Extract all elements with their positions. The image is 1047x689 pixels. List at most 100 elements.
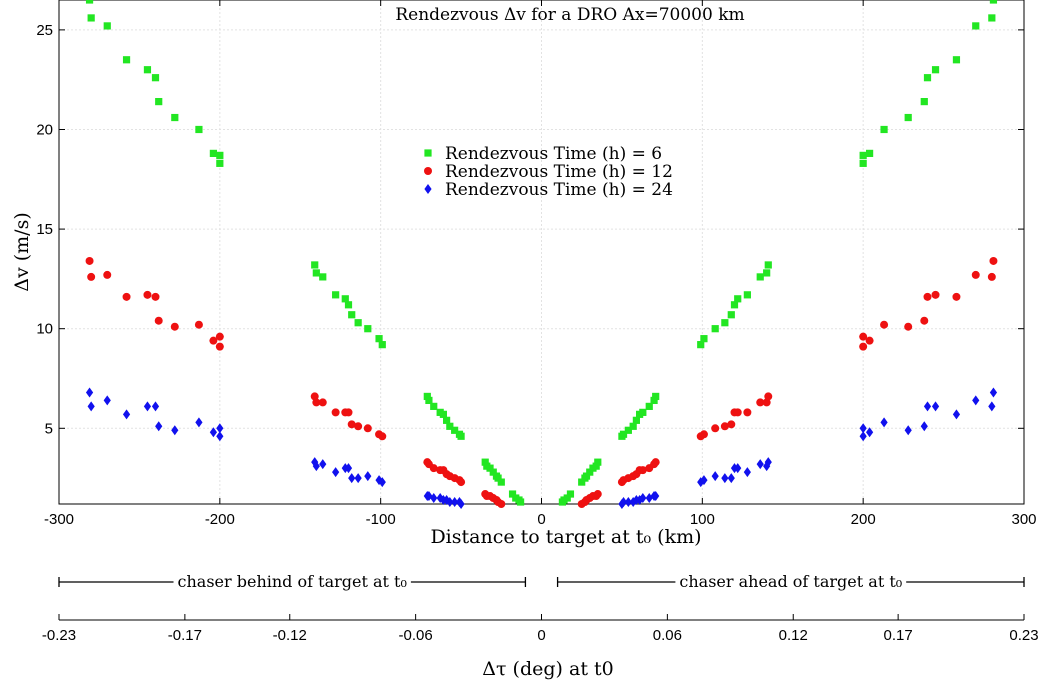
data-point [87, 272, 96, 281]
secondary-tick-label: 0.06 [653, 627, 682, 644]
chart-title: Rendezvous Δv for a DRO Ax=70000 km [395, 5, 744, 25]
data-point [481, 458, 489, 466]
data-point [989, 256, 998, 265]
data-point [700, 475, 708, 486]
data-point [594, 458, 602, 466]
data-point [194, 320, 203, 329]
x-tick-label: 100 [690, 511, 715, 528]
data-point [311, 457, 319, 468]
data-point [734, 295, 742, 303]
data-point [195, 125, 203, 134]
data-point [486, 464, 494, 472]
data-point [151, 292, 160, 301]
data-point [457, 478, 466, 487]
data-point [216, 431, 224, 442]
data-point [578, 478, 586, 486]
data-point [619, 430, 628, 438]
data-point [700, 335, 708, 343]
data-point [972, 395, 980, 406]
data-point [931, 66, 940, 74]
data-point [743, 408, 752, 417]
data-point [920, 421, 928, 432]
secondary-tick-label: -0.23 [42, 627, 76, 644]
data-point [764, 457, 772, 468]
data-point [319, 459, 327, 470]
data-point [727, 473, 735, 484]
y-axis-ticks: 5 10 15 20 25 [36, 22, 1024, 437]
data-point [880, 417, 888, 428]
data-point [216, 159, 224, 167]
data-point [354, 473, 362, 484]
data-point [312, 269, 320, 277]
data-point [423, 392, 431, 401]
data-point [923, 292, 932, 301]
data-point [378, 432, 387, 441]
data-point [216, 151, 224, 159]
data-point [764, 261, 772, 269]
series-3 [85, 387, 998, 509]
x-tick-label: 300 [1011, 511, 1036, 528]
data-marks [85, 0, 998, 509]
data-point [987, 272, 996, 281]
secondary-tick-label: -0.06 [399, 627, 433, 644]
data-point [318, 398, 327, 407]
data-point [711, 325, 719, 333]
x-axis-label: Distance to target at t₀ (km) [430, 526, 701, 548]
y-axis-label: Δv (m/s) [11, 212, 33, 292]
data-point [923, 74, 932, 82]
data-point [734, 463, 742, 474]
data-point [639, 493, 647, 504]
data-point [859, 159, 867, 167]
data-point [155, 421, 163, 432]
legend-marker [424, 184, 432, 194]
data-point [215, 342, 224, 351]
data-point [344, 301, 353, 309]
data-point [122, 292, 131, 301]
data-point [697, 341, 705, 349]
legend-label: Rendezvous Time (h) = 24 [445, 180, 673, 200]
data-point [988, 14, 996, 22]
series-1 [85, 0, 998, 506]
data-point [516, 498, 525, 506]
data-point [85, 387, 94, 398]
legend-label: Rendezvous Time (h) = 6 [445, 144, 662, 164]
x-tick-label: 0 [537, 511, 545, 528]
data-point [364, 471, 372, 482]
legend-marker [424, 149, 432, 157]
x-tick-label: -300 [44, 511, 74, 528]
data-point [171, 113, 179, 122]
data-point [697, 477, 705, 488]
data-point [764, 392, 773, 401]
data-point [143, 401, 152, 412]
data-point [378, 341, 386, 349]
data-point [122, 409, 131, 420]
data-point [215, 332, 224, 341]
data-point [331, 408, 340, 417]
data-point [155, 97, 163, 106]
data-point [743, 291, 751, 299]
data-point [880, 125, 888, 134]
data-point [638, 466, 647, 475]
data-point [87, 14, 95, 22]
secondary-axis-label: Δτ (deg) at t0 [482, 658, 613, 680]
data-point [457, 499, 465, 509]
chaser-position-annotations: chaser behind of target at t₀ chaser ahea… [58, 572, 1025, 591]
data-point [143, 66, 152, 74]
data-point [103, 22, 111, 30]
data-point [743, 467, 751, 478]
data-point [866, 149, 874, 157]
data-point [952, 409, 961, 420]
data-point [354, 422, 363, 431]
data-point [711, 471, 719, 482]
data-point [348, 473, 356, 484]
data-point [989, 0, 998, 4]
data-point [652, 392, 660, 401]
secondary-tick-label: -0.17 [168, 627, 202, 644]
data-point [103, 270, 112, 279]
data-point [375, 475, 383, 486]
data-point [699, 430, 708, 439]
data-point [354, 319, 362, 327]
data-point [122, 56, 131, 64]
data-point [497, 500, 506, 508]
data-point [344, 463, 353, 474]
